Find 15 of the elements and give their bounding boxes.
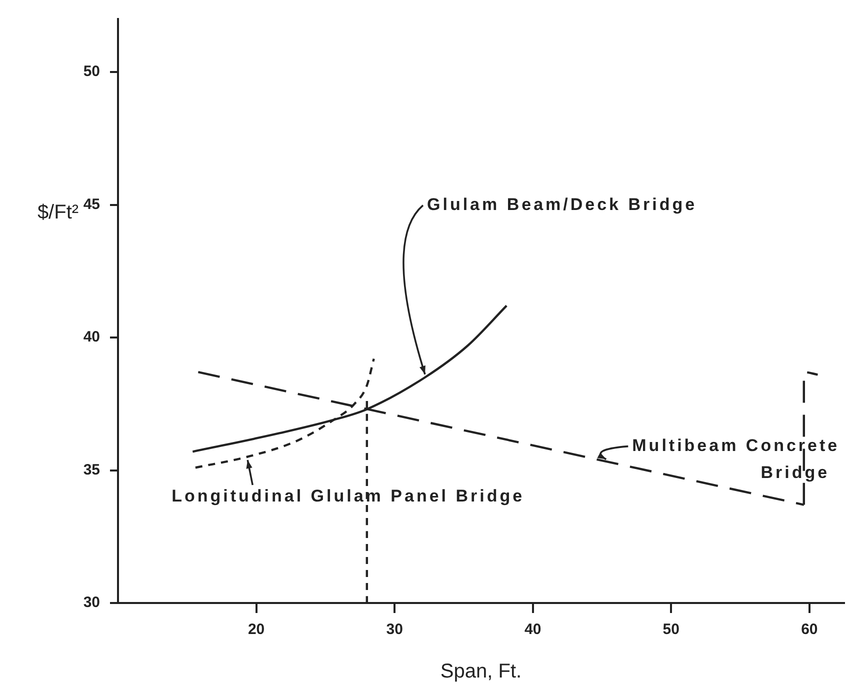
x-tick-label: 40 — [524, 621, 542, 638]
x-tick-label: 50 — [662, 621, 680, 638]
y-tick-label: 45 — [83, 196, 100, 213]
annotation: Multibeam Concrete Bridge — [632, 436, 840, 482]
y-tick-label: 40 — [83, 328, 100, 346]
annotation: Longitudinal Glulam Panel Bridge — [172, 486, 525, 506]
y-tick-label: 50 — [83, 63, 100, 80]
annotation: Glulam Beam/Deck Bridge — [426, 195, 698, 214]
x-tick-label: 30 — [386, 621, 403, 638]
y-tick-label: 30 — [83, 594, 100, 612]
y-tick-label: 35 — [83, 461, 100, 478]
x-axis-title: Span, Ft. — [440, 660, 522, 683]
y-axis-title: $/Ft² — [37, 202, 79, 224]
x-tick-label: 20 — [248, 621, 265, 638]
x-tick-label: 60 — [801, 621, 818, 638]
